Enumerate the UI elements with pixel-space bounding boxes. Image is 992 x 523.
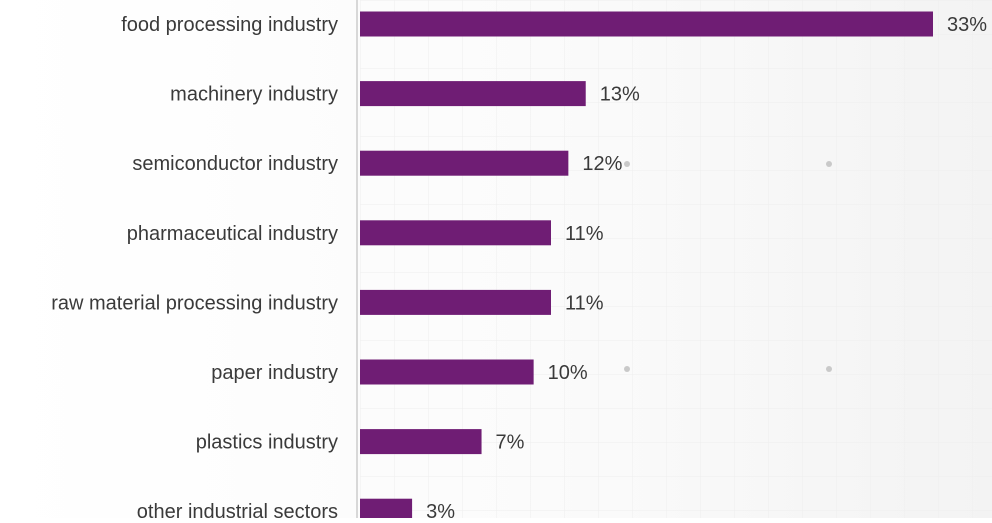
category-label: paper industry — [211, 362, 338, 384]
bar — [360, 150, 569, 176]
category-labels: food processing industry machinery indust… — [51, 14, 338, 523]
bar — [360, 220, 551, 246]
value-label: 3% — [426, 501, 455, 518]
value-label: 13% — [600, 84, 640, 106]
category-label: semiconductor industry — [132, 153, 338, 175]
value-label: 12% — [582, 153, 622, 175]
grid-dots — [624, 161, 832, 372]
category-label: raw material processing industry — [51, 292, 338, 314]
value-label: 11% — [565, 292, 604, 314]
grid-dot — [624, 161, 630, 167]
value-label: 33% — [947, 14, 987, 36]
bar — [360, 289, 551, 315]
value-label: 10% — [548, 362, 588, 384]
category-label: pharmaceutical industry — [127, 223, 338, 245]
grid-dot — [826, 366, 832, 372]
bar — [360, 81, 586, 107]
grid-dot — [624, 366, 630, 372]
bar — [360, 11, 933, 37]
category-label: machinery industry — [170, 84, 338, 106]
bar — [360, 498, 413, 523]
bar — [360, 429, 482, 455]
bar — [360, 359, 534, 385]
category-label: food processing industry — [121, 14, 338, 36]
bars — [360, 11, 933, 523]
value-label: 7% — [496, 432, 525, 454]
grid-dot — [826, 161, 832, 167]
category-label: plastics industry — [196, 432, 338, 454]
category-label: other industrial sectors — [137, 501, 338, 518]
value-label: 11% — [565, 223, 604, 245]
